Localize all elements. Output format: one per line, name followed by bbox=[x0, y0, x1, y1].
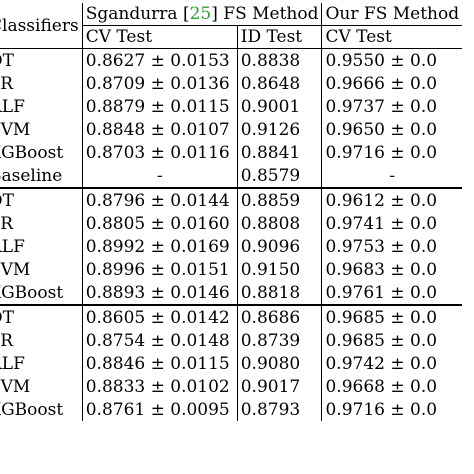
sgandurra-id-cell: 0.9126 bbox=[236, 118, 323, 141]
sgandurra-cv-cell: 0.8605 ± 0.0142 bbox=[85, 307, 230, 328]
classifier-cell: SVM bbox=[0, 118, 83, 141]
our-cv-cell: 0.9741 ± 0.0 bbox=[325, 213, 438, 234]
header-row-1: Classifiers Sgandurra [25] FS Method Our… bbox=[0, 3, 463, 49]
our-cv-cell: 0.9761 ± 0.0 bbox=[321, 281, 463, 306]
results-table: Classifiers Sgandurra [25] FS Method Our… bbox=[0, 3, 463, 421]
sgandurra-id-cell: 0.8793 bbox=[236, 398, 323, 421]
sgandurra-id-cell: 0.8818 bbox=[236, 281, 323, 306]
sgandurra-cv-test-header: CV Test bbox=[82, 25, 238, 49]
our-cv-cell: 0.9683 ± 0.0 bbox=[325, 259, 438, 280]
sgandurra-id-cell: 0.8648 bbox=[236, 72, 323, 95]
sgandurra-id-cell: 0.9017 bbox=[236, 375, 323, 398]
sgandurra-cv-cell: 0.8627 ± 0.0153 bbox=[85, 50, 230, 71]
sgandurra-id-cell: 0.8739 bbox=[236, 329, 323, 352]
our-cv-cell: 0.9550 ± 0.0 bbox=[325, 50, 438, 71]
sgandurra-cv-cell: 0.8893 ± 0.0146 bbox=[82, 281, 238, 306]
citation-link[interactable]: 25 bbox=[189, 4, 212, 24]
classifier-cell: SVM bbox=[0, 258, 83, 281]
sgandurra-prefix: Sgandurra [ bbox=[85, 4, 190, 24]
sgandurra-cv-cell: 0.8709 ± 0.0136 bbox=[85, 73, 230, 94]
sgandurra-cv-cell: 0.8879 ± 0.0115 bbox=[85, 96, 230, 117]
our-cv-cell: 0.9666 ± 0.0 bbox=[325, 73, 438, 94]
classifier-cell: SVM bbox=[0, 375, 83, 398]
sgandurra-cv-cell: 0.8796 ± 0.0144 bbox=[85, 190, 230, 211]
sgandurra-id-cell: 0.8838 bbox=[236, 48, 323, 72]
classifier-cell: XGBoost bbox=[0, 281, 83, 306]
our-cv-cell: - bbox=[321, 164, 463, 189]
sgandurra-cv-cell: 0.8833 ± 0.0102 bbox=[85, 376, 230, 397]
classifier-cell: LR bbox=[0, 212, 83, 235]
our-cv-cell: 0.9685 ± 0.0 bbox=[325, 330, 438, 351]
sgandurra-id-cell: 0.8841 bbox=[236, 141, 323, 164]
sgandurra-cv-cell: 0.8992 ± 0.0169 bbox=[85, 236, 230, 257]
sgandurra-id-cell: 0.9001 bbox=[236, 95, 323, 118]
sgandurra-id-cell: 0.9096 bbox=[236, 235, 323, 258]
classifier-cell: RLF bbox=[0, 95, 83, 118]
classifier-cell: LR bbox=[0, 72, 83, 95]
sgandurra-id-cell: 0.8686 bbox=[236, 305, 323, 329]
classifier-cell: LR bbox=[0, 329, 83, 352]
sgandurra-cv-cell: 0.8761 ± 0.0095 bbox=[85, 399, 230, 420]
sgandurra-cv-cell: 0.8848 ± 0.0107 bbox=[85, 119, 230, 140]
classifier-cell: RLF bbox=[0, 235, 83, 258]
sgandurra-method-header: Sgandurra [25] FS Method bbox=[82, 3, 323, 26]
classifier-cell: DT bbox=[0, 305, 83, 329]
our-cv-cell: 0.9716 ± 0.0 bbox=[325, 399, 438, 420]
sgandurra-id-cell: 0.8859 bbox=[236, 188, 323, 212]
classifier-cell: Baseline bbox=[0, 164, 83, 189]
our-cv-cell: 0.9685 ± 0.0 bbox=[325, 307, 438, 328]
our-cv-cell: 0.9737 ± 0.0 bbox=[325, 96, 438, 117]
sgandurra-id-cell: 0.8808 bbox=[236, 212, 323, 235]
classifiers-header: Classifiers bbox=[0, 3, 83, 49]
sgandurra-cv-cell: 0.8754 ± 0.0148 bbox=[85, 330, 230, 351]
sgandurra-id-test-header: ID Test bbox=[236, 25, 323, 49]
classifier-cell: XGBoost bbox=[0, 398, 83, 421]
our-cv-cell: 0.9668 ± 0.0 bbox=[325, 376, 438, 397]
our-cv-cell: 0.9753 ± 0.0 bbox=[325, 236, 438, 257]
classifier-cell: DT bbox=[0, 48, 83, 72]
header-row-2: CV Test ID Test CV Test bbox=[0, 25, 463, 49]
sgandurra-id-cell: 0.9150 bbox=[236, 258, 323, 281]
our-cv-cell: 0.9742 ± 0.0 bbox=[325, 353, 438, 374]
table-row: Baseline-0.8579- bbox=[0, 164, 463, 189]
our-cv-cell: 0.9612 ± 0.0 bbox=[325, 190, 438, 211]
our-cv-cell: 0.9716 ± 0.0 bbox=[325, 142, 438, 163]
classifier-cell: XGBoost bbox=[0, 141, 83, 164]
our-cv-cell: 0.9650 ± 0.0 bbox=[325, 119, 438, 140]
classifier-cell: DT bbox=[0, 188, 83, 212]
sgandurra-cv-cell: 0.8805 ± 0.0160 bbox=[85, 213, 230, 234]
our-cv-test-header: CV Test bbox=[321, 25, 463, 49]
classifier-cell: RLF bbox=[0, 352, 83, 375]
sgandurra-cv-cell: 0.8846 ± 0.0115 bbox=[85, 353, 230, 374]
sgandurra-cv-cell: - bbox=[82, 164, 238, 189]
sgandurra-id-cell: 0.9080 bbox=[236, 352, 323, 375]
sgandurra-id-cell: 0.8579 bbox=[236, 164, 323, 189]
sgandurra-suffix: ] FS Method bbox=[211, 4, 319, 24]
sgandurra-cv-cell: 0.8703 ± 0.0116 bbox=[85, 142, 230, 163]
our-method-header: Our FS Method bbox=[321, 3, 463, 26]
sgandurra-cv-cell: 0.8996 ± 0.0151 bbox=[85, 259, 230, 280]
